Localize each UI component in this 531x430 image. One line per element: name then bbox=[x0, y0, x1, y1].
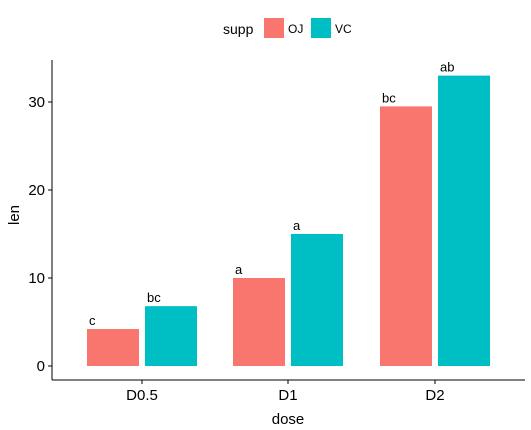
bar-oj-d2 bbox=[380, 106, 432, 367]
bar-vc-d2 bbox=[438, 75, 490, 366]
x-tick-label-d0.5: D0.5 bbox=[126, 387, 158, 404]
legend-label-oj: OJ bbox=[288, 22, 303, 36]
axes: 0 10 20 30 D0.5 D1 D2 bbox=[28, 60, 525, 404]
data-labels: c a bc bc a ab bbox=[89, 60, 454, 328]
bar-vc-d1 bbox=[291, 234, 343, 366]
data-label-vc-d0.5: bc bbox=[147, 290, 161, 305]
bar-oj-d1 bbox=[233, 278, 285, 366]
x-tick-label-d1: D1 bbox=[278, 387, 297, 404]
x-axis-title: dose bbox=[272, 411, 305, 428]
y-axis-title: len bbox=[6, 205, 23, 225]
legend: supp OJ VC bbox=[223, 18, 352, 38]
data-label-oj-d1: a bbox=[235, 262, 243, 277]
legend-label-vc: VC bbox=[335, 22, 352, 36]
y-tick-label-10: 10 bbox=[28, 270, 45, 287]
legend-key-vc bbox=[311, 18, 331, 38]
data-label-oj-d0.5: c bbox=[89, 313, 96, 328]
bar-oj-d0.5 bbox=[87, 329, 139, 366]
bar-vc-d0.5 bbox=[145, 306, 197, 366]
data-label-oj-d2: bc bbox=[382, 90, 396, 105]
legend-key-oj bbox=[264, 18, 284, 38]
bars bbox=[87, 75, 490, 367]
data-label-vc-d1: a bbox=[293, 218, 301, 233]
data-label-vc-d2: ab bbox=[440, 60, 454, 75]
x-tick-label-d2: D2 bbox=[425, 387, 444, 404]
legend-title: supp bbox=[223, 21, 254, 37]
y-tick-label-30: 30 bbox=[28, 94, 45, 111]
y-tick-label-0: 0 bbox=[37, 358, 45, 375]
y-tick-label-20: 20 bbox=[28, 182, 45, 199]
